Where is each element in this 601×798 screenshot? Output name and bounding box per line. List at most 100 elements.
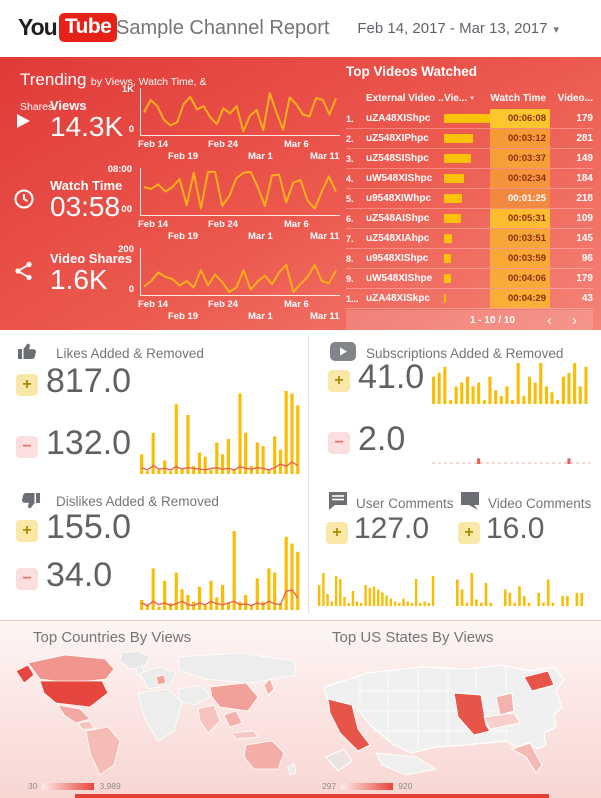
table-row[interactable]: 9. uW548XIShpe 00:04:06 179 <box>346 269 593 289</box>
table-row[interactable]: 7. uZ548XIAhpc 00:03:51 145 <box>346 229 593 249</box>
views-bar-cell <box>444 194 490 203</box>
table-row[interactable]: 6. uZ548AIShpc 00:05:31 109 <box>346 209 593 229</box>
axis-tick-label: Mar 11 <box>310 311 340 322</box>
legend-gradient <box>42 782 95 790</box>
vertical-divider <box>308 336 309 614</box>
logo-tube: Tube <box>58 13 118 42</box>
trending-subtitle: by Views, Watch Time, & Shares <box>20 76 207 113</box>
axis-tick-label: Mar 1 <box>248 311 273 322</box>
views-bar-cell <box>444 294 490 303</box>
watch-time-cell: 00:04:06 <box>490 269 550 288</box>
subs-removed-chart <box>432 458 590 464</box>
legend-max: 3,989 <box>99 781 121 791</box>
prev-page-button[interactable]: ‹ <box>547 311 552 329</box>
views-label: Views <box>50 98 87 113</box>
video-id: u9548XIWhpc <box>366 193 432 204</box>
table-row[interactable]: 1. uZA48XIShpc 00:06:08 179 <box>346 109 593 129</box>
video-id: uZ548SIShpc <box>366 153 429 164</box>
dislikes-added-value: 155.0 <box>46 508 132 546</box>
axis-tick-label: Mar 11 <box>310 231 340 242</box>
states-legend: 297 920 <box>322 781 412 791</box>
dislikes-chart <box>140 531 300 610</box>
views-bar-cell <box>444 254 490 263</box>
page-title: Sample Channel Report <box>116 17 330 39</box>
views-bar <box>444 194 462 203</box>
axis-tick-label: Feb 14 <box>138 139 169 150</box>
watch-time-cell: 00:02:34 <box>490 169 550 188</box>
row-rank: 9. <box>346 273 354 284</box>
views-x-axis: Feb 14 Feb 19 Feb 24 Mar 1 Mar 6 Mar 11 <box>138 139 344 165</box>
views-bar <box>444 174 464 183</box>
column-header-external-video[interactable]: External Video ... <box>366 93 444 104</box>
row-rank: 3. <box>346 153 354 164</box>
views-bar <box>444 134 473 143</box>
date-range-selector[interactable]: Feb 14, 2017 - Mar 13, 2017 ▾ <box>357 20 559 37</box>
column-header-videos[interactable]: Video... <box>557 93 593 104</box>
watch-time-cell: 00:05:31 <box>490 209 550 228</box>
dislikes-removed-value: 34.0 <box>46 556 113 594</box>
axis-tick-label: Mar 6 <box>284 299 309 310</box>
video-id: uZA48XISkpc <box>366 293 430 304</box>
logo-you: You <box>18 14 58 40</box>
video-id: uZA48XIShpc <box>366 113 431 124</box>
top-videos-table: Top Videos Watched External Video ... Vi… <box>346 64 593 330</box>
dislikes-added-badge: + <box>16 520 38 542</box>
video-comments-badge: + <box>458 522 480 544</box>
column-header-watch-time[interactable]: Watch Time <box>490 93 546 104</box>
row-rank: 8. <box>346 253 354 264</box>
table-row[interactable]: 8. u9548XIShpc 00:03:59 96 <box>346 249 593 269</box>
caret-down-icon: ▾ <box>553 24 559 36</box>
trending-title: Trending <box>20 70 87 89</box>
axis-tick-label: Feb 24 <box>208 299 239 310</box>
views-bar-cell <box>444 234 490 243</box>
row-rank: 4. <box>346 173 354 184</box>
axis-tick-label: Feb 19 <box>168 231 199 242</box>
trending-section: Trending by Views, Watch Time, & Shares … <box>0 57 601 330</box>
states-map-title: Top US States By Views <box>332 629 494 646</box>
play-box-icon <box>330 342 356 361</box>
play-icon <box>17 114 30 128</box>
top-videos-title: Top Videos Watched <box>346 64 478 79</box>
share-icon <box>15 261 32 281</box>
y-axis-min: 0 <box>128 284 134 295</box>
views-bar-cell <box>444 214 490 223</box>
watch-time-cell: 00:01:25 <box>490 189 550 208</box>
videos-count: 281 <box>576 133 593 144</box>
axis-tick-label: Feb 19 <box>168 311 199 322</box>
table-row[interactable]: 4. uW548XIShpc 00:02:34 184 <box>346 169 593 189</box>
watch-time-cell: 00:03:37 <box>490 149 550 168</box>
likes-removed-badge: − <box>16 436 38 458</box>
videos-count: 109 <box>576 213 593 224</box>
legend-max: 920 <box>398 781 413 791</box>
watch-time-cell: 00:03:12 <box>490 129 550 148</box>
thumb-down-icon <box>22 493 40 509</box>
axis-tick-label: Mar 1 <box>248 231 273 242</box>
youtube-logo-icon: You Tube <box>18 13 118 42</box>
views-value: 14.3K <box>50 111 124 142</box>
next-page-button[interactable]: › <box>572 311 577 329</box>
stats-section: Likes Added & Removed + 817.0 − 132.0 Su… <box>0 330 601 620</box>
video-id: uW548XIShpc <box>366 173 433 184</box>
table-row[interactable]: 2. uZ548XIPhpc 00:03:12 281 <box>346 129 593 149</box>
axis-tick-label: Mar 6 <box>284 139 309 150</box>
videos-count: 96 <box>581 253 593 264</box>
legend-gradient <box>341 782 394 790</box>
views-bar <box>444 114 490 123</box>
video-id: uW548XIShpe <box>366 273 433 284</box>
table-row[interactable]: 3. uZ548SIShpc 00:03:37 149 <box>346 149 593 169</box>
views-bar-cell <box>444 114 490 123</box>
video-comments-value: 16.0 <box>486 512 545 545</box>
axis-tick-label: Feb 24 <box>208 219 239 230</box>
column-header-views[interactable]: Vie... ▼ <box>444 93 490 104</box>
axis-tick-label: Mar 6 <box>284 219 309 230</box>
thumb-up-icon <box>18 343 36 359</box>
row-rank: 6. <box>346 213 354 224</box>
views-bar-cell <box>444 134 490 143</box>
table-row[interactable]: 5. u9548XIWhpc 00:01:25 218 <box>346 189 593 209</box>
next-page-edge <box>75 794 549 798</box>
table-row[interactable]: 1... uZA48XISkpc 00:04:29 43 <box>346 289 593 309</box>
row-rank: 7. <box>346 233 354 244</box>
countries-legend: 30 3,989 <box>28 781 121 791</box>
pagination-label: 1 - 10 / 10 <box>469 314 515 326</box>
